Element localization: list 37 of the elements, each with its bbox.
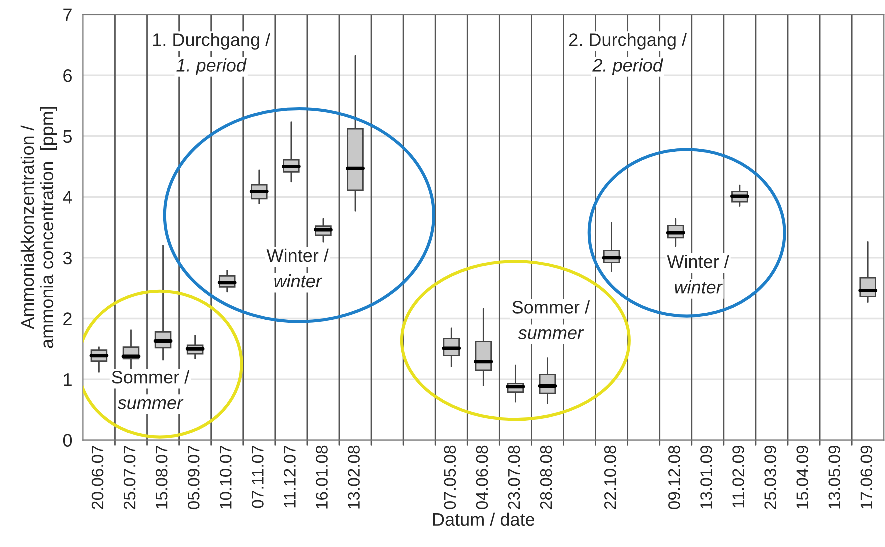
annotation: Sommer / summer (112, 370, 190, 410)
x-tick-label: 23.07.08 (508, 446, 520, 510)
annotation: Winter / winter (667, 255, 730, 294)
annotation: Winter / winter (266, 248, 329, 288)
x-tick-label: 28.08.08 (540, 446, 552, 510)
annotation: 2. Durchgang / 2. period (570, 33, 688, 76)
y-tick-label: 0 (63, 434, 72, 448)
y-tick-label: 7 (64, 8, 72, 22)
x-tick-label: 11.02.09 (732, 446, 744, 508)
annotation: Sommer / summer (512, 300, 590, 340)
x-tick-label: 10.10.07 (220, 446, 232, 509)
y-tick-label: 2 (64, 312, 72, 326)
x-tick-label: 07.05.08 (444, 446, 456, 510)
x-tick-label: 25.07.07 (124, 446, 136, 510)
x-tick-label: 15.04.09 (796, 446, 808, 509)
x-tick-label: 13.02.08 (348, 446, 360, 509)
x-tick-label: 15.08.07 (156, 446, 168, 509)
y-tick-label: 4 (63, 191, 72, 204)
x-tick-label: 07.11.07 (252, 446, 264, 508)
x-tick-label: 13.05.09 (828, 446, 841, 509)
x-axis-title: Datum / date (433, 512, 535, 526)
y-tick-label: 5 (63, 130, 72, 144)
x-tick-label: 17.06.09 (860, 446, 873, 509)
x-tick-label: 22.10.08 (604, 446, 616, 510)
x-tick-label: 16.01.08 (316, 446, 328, 509)
x-tick-label: 11.12.07 (284, 446, 296, 508)
x-tick-label: 05.09.07 (188, 446, 200, 510)
x-tick-label: 09.12.08 (668, 446, 680, 510)
x-tick-label: 25.03.09 (764, 446, 776, 510)
y-tick-label: 1 (64, 374, 72, 386)
y-axis-title: Ammoniakkonzentration / ammonia concentration [ppm] (20, 107, 58, 348)
x-tick-label: 04.06.08 (476, 446, 488, 510)
x-tick-label: 20.06.07 (92, 446, 104, 510)
x-tick-label: 13.01.09 (700, 446, 712, 509)
annotation: 1. Durchgang / 1. period (154, 33, 271, 76)
y-tick-label: 6 (64, 70, 72, 82)
y-tick-label: 3 (63, 252, 72, 265)
